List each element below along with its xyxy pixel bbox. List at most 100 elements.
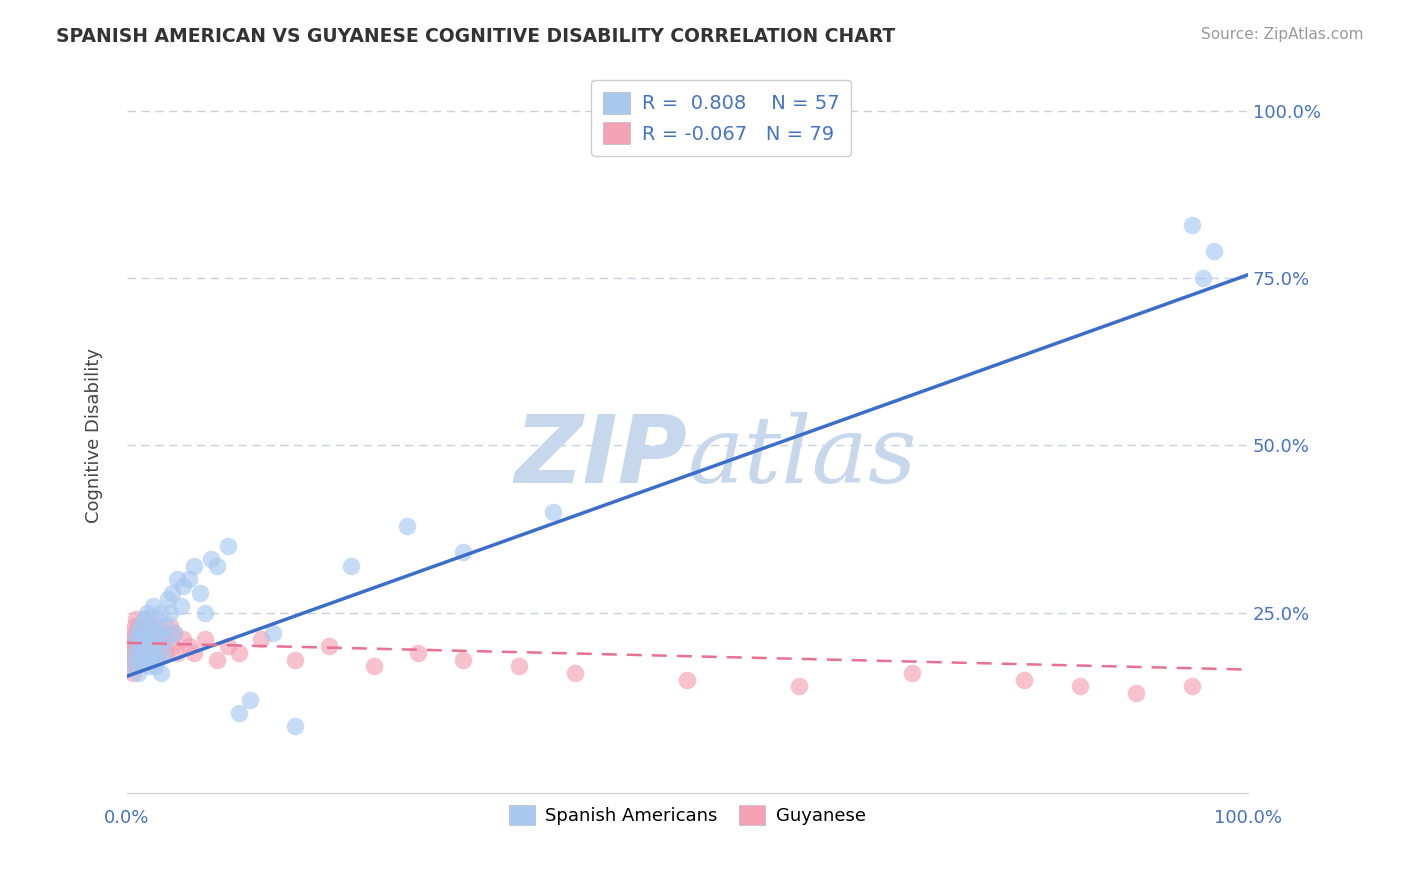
Point <box>451 545 474 559</box>
Point <box>120 659 142 673</box>
Point <box>129 625 152 640</box>
Point <box>250 632 273 647</box>
Point <box>134 632 156 647</box>
Point <box>120 632 142 647</box>
Point <box>155 632 177 647</box>
Point <box>148 625 170 640</box>
Point <box>183 558 205 573</box>
Point <box>125 652 148 666</box>
Point <box>676 673 699 687</box>
Point <box>900 665 922 680</box>
Point <box>157 592 180 607</box>
Point <box>166 646 188 660</box>
Point <box>205 558 228 573</box>
Point <box>132 646 155 660</box>
Point <box>124 619 146 633</box>
Point <box>136 606 159 620</box>
Text: atlas: atlas <box>688 412 917 502</box>
Point <box>120 652 142 666</box>
Point <box>124 646 146 660</box>
Point <box>149 665 172 680</box>
Text: SPANISH AMERICAN VS GUYANESE COGNITIVE DISABILITY CORRELATION CHART: SPANISH AMERICAN VS GUYANESE COGNITIVE D… <box>56 27 896 45</box>
Point <box>508 659 530 673</box>
Point <box>124 632 146 647</box>
Point <box>1181 679 1204 693</box>
Point <box>340 558 363 573</box>
Point <box>170 599 193 613</box>
Point <box>128 639 150 653</box>
Point <box>121 659 143 673</box>
Point <box>149 639 172 653</box>
Point <box>135 639 157 653</box>
Point <box>125 652 148 666</box>
Point <box>145 639 167 653</box>
Point <box>136 632 159 647</box>
Point <box>131 639 153 653</box>
Point <box>134 625 156 640</box>
Point <box>131 652 153 666</box>
Point <box>284 719 307 733</box>
Point <box>138 625 160 640</box>
Point <box>564 665 586 680</box>
Point <box>228 646 250 660</box>
Point <box>139 632 162 647</box>
Point <box>145 639 167 653</box>
Point <box>125 632 148 647</box>
Point <box>124 652 146 666</box>
Point <box>138 646 160 660</box>
Point <box>122 646 145 660</box>
Point <box>183 646 205 660</box>
Point <box>146 652 169 666</box>
Point <box>131 632 153 647</box>
Point <box>125 612 148 626</box>
Point <box>166 572 188 586</box>
Point <box>120 639 142 653</box>
Point <box>125 639 148 653</box>
Point <box>284 652 307 666</box>
Point <box>121 646 143 660</box>
Text: Source: ZipAtlas.com: Source: ZipAtlas.com <box>1201 27 1364 42</box>
Point <box>141 646 163 660</box>
Point <box>127 665 149 680</box>
Point <box>172 579 194 593</box>
Point <box>408 646 430 660</box>
Point <box>148 646 170 660</box>
Point <box>1181 218 1204 232</box>
Point <box>318 639 340 653</box>
Point <box>262 625 284 640</box>
Point <box>172 632 194 647</box>
Point <box>136 619 159 633</box>
Point <box>163 625 186 640</box>
Point <box>160 585 183 599</box>
Point <box>152 625 174 640</box>
Point <box>136 639 159 653</box>
Point <box>159 606 181 620</box>
Point <box>163 625 186 640</box>
Point <box>148 632 170 647</box>
Point <box>125 632 148 647</box>
Point <box>142 646 165 660</box>
Point <box>138 619 160 633</box>
Point <box>205 652 228 666</box>
Point <box>132 625 155 640</box>
Point <box>541 505 564 519</box>
Point <box>125 639 148 653</box>
Point <box>200 552 222 566</box>
Point <box>146 625 169 640</box>
Point <box>194 632 217 647</box>
Point <box>127 625 149 640</box>
Point <box>121 665 143 680</box>
Point <box>789 679 811 693</box>
Legend: Spanish Americans, Guyanese: Spanish Americans, Guyanese <box>501 796 875 834</box>
Point <box>131 619 153 633</box>
Point <box>217 639 239 653</box>
Point <box>217 539 239 553</box>
Point <box>127 646 149 660</box>
Point <box>132 646 155 660</box>
Point <box>143 632 166 647</box>
Point <box>136 646 159 660</box>
Point <box>143 619 166 633</box>
Point <box>239 692 262 706</box>
Point <box>142 625 165 640</box>
Point <box>122 639 145 653</box>
